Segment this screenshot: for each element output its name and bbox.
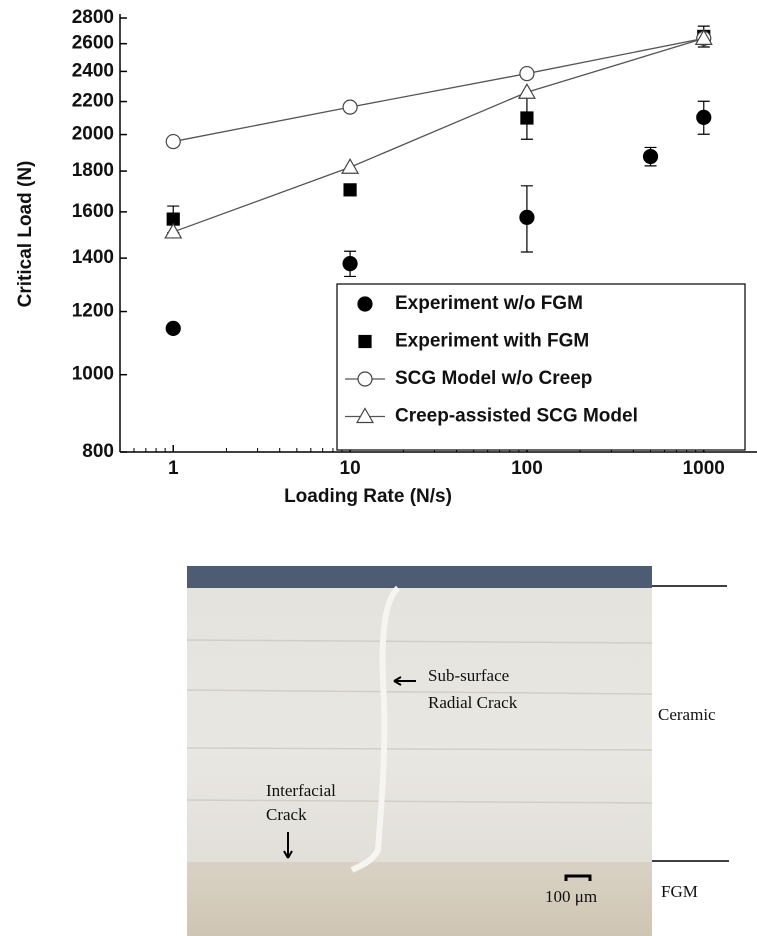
- marker: [342, 99, 358, 115]
- arrow: [283, 832, 293, 859]
- layer-lines: [186, 639, 653, 804]
- x-axis-label: Loading Rate (N/s): [284, 486, 452, 507]
- y-tick-label: 2400: [72, 60, 114, 81]
- marker: [165, 320, 181, 336]
- marker: [642, 148, 659, 165]
- x-tick-label: 1000: [683, 458, 725, 479]
- y-tick-label: 1600: [72, 201, 114, 222]
- marker: [343, 183, 357, 197]
- top-surface: [187, 566, 652, 588]
- marker: [519, 65, 535, 82]
- y-tick-label: 2600: [72, 33, 114, 54]
- annotation: Radial Crack: [428, 693, 518, 712]
- annotation: FGM: [661, 882, 698, 901]
- y-tick-label: 2000: [72, 124, 114, 145]
- marker: [694, 29, 713, 45]
- chart: Loading Rate (N/s) Critical Load (N) 800…: [15, 7, 757, 507]
- series-line: [173, 37, 704, 143]
- legend-label: Experiment w/o FGM: [395, 293, 583, 314]
- y-tick-label: 800: [82, 441, 114, 462]
- legend-marker: [355, 407, 375, 424]
- y-tick-label: 2200: [72, 91, 114, 112]
- legend-marker: [358, 334, 372, 349]
- legend-box: [336, 283, 746, 451]
- legend-marker: [357, 371, 373, 387]
- y-tick-label: 1200: [72, 301, 114, 322]
- legend-label: SCG Model w/o Creep: [395, 368, 592, 389]
- scale-bar: [564, 874, 592, 881]
- annotation: Crack: [266, 805, 307, 824]
- y-tick-label: 1400: [72, 247, 114, 268]
- marker: [342, 256, 358, 272]
- micrograph: Sub-surface Radial Crack Ceramic Interfa…: [186, 566, 729, 936]
- marker: [341, 158, 360, 174]
- marker: [520, 111, 534, 125]
- annotation: 100 μm: [545, 887, 597, 906]
- x-tick-label: 10: [340, 458, 361, 479]
- arrow: [393, 676, 416, 686]
- legend-marker: [357, 296, 373, 312]
- y-axis-label: Critical Load (N): [15, 161, 36, 308]
- y-tick-label: 1800: [72, 160, 114, 181]
- y-tick-label: 2800: [72, 7, 114, 28]
- y-tick-label: 1000: [72, 364, 114, 385]
- x-tick-label: 100: [511, 458, 543, 479]
- radial-crack: [350, 585, 401, 873]
- marker: [517, 83, 536, 99]
- legend-label: Creep-assisted SCG Model: [395, 406, 638, 427]
- marker: [164, 222, 183, 239]
- photo-group: Sub-surface Radial Crack Ceramic Interfa…: [186, 566, 729, 936]
- annotation: Interfacial: [266, 781, 336, 800]
- annotation: Sub-surface: [428, 666, 509, 685]
- fgm-region: [187, 862, 652, 936]
- legend-label: Experiment with FGM: [395, 331, 589, 352]
- marker: [519, 209, 535, 225]
- x-tick-label: 1: [168, 458, 179, 479]
- marker: [165, 133, 181, 150]
- annotation: Ceramic: [658, 705, 716, 724]
- series-line: [173, 37, 704, 233]
- marker: [696, 109, 712, 125]
